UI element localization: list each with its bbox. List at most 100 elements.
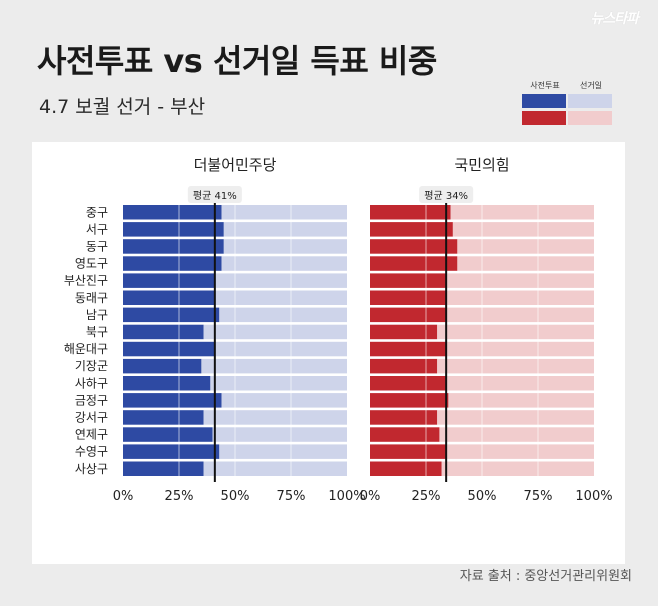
- dem-day-bar: [219, 307, 347, 323]
- dem-x-tick-label: 0%: [113, 489, 134, 504]
- ppp-early-bar: [370, 461, 442, 476]
- category-label: 남구: [86, 308, 108, 322]
- category-label: 서구: [86, 222, 108, 236]
- dem-early-bar: [123, 239, 224, 254]
- dem-day-bar: [201, 358, 347, 374]
- ppp-early-bar: [370, 324, 438, 340]
- dem-day-bar: [223, 239, 347, 254]
- chart-svg: 더불어민주당중구서구동구영도구부산진구동래구남구북구해운대구기장군사하구금정구강…: [64, 156, 613, 504]
- category-label: 동래구: [75, 291, 108, 305]
- category-label: 사상구: [75, 462, 108, 476]
- ppp-early-bar: [370, 307, 447, 323]
- ppp-early-bar: [370, 393, 449, 408]
- dem-chart-title: 더불어민주당: [194, 156, 277, 174]
- watermark-logo: 뉴스타파: [590, 11, 639, 27]
- category-label: 수영구: [75, 445, 108, 459]
- dem-day-bar: [221, 256, 347, 271]
- category-label: 해운대구: [64, 342, 108, 356]
- dem-day-bar: [221, 205, 347, 220]
- legend-early-label: 사전투표: [530, 81, 560, 90]
- ppp-day-bar: [437, 410, 594, 425]
- dem-early-bar: [123, 307, 220, 323]
- ppp-day-bar: [452, 222, 594, 237]
- ppp-early-bar: [370, 273, 447, 288]
- dem-early-bar: [123, 461, 204, 476]
- dem-early-bar: [123, 290, 215, 305]
- dem-early-bar: [123, 341, 215, 357]
- ppp-average-label-bg: [419, 186, 474, 203]
- dem-average-label: 평균 41%: [193, 190, 237, 202]
- ppp-day-bar: [446, 376, 594, 391]
- ppp-day-bar: [446, 290, 594, 305]
- legend-election-label: 선거일: [579, 81, 603, 90]
- page-subtitle: 4.7 보궐 선거 - 부산: [39, 96, 206, 118]
- ppp-day-bar: [457, 239, 594, 254]
- dem-early-bar: [123, 222, 224, 237]
- category-label: 사하구: [75, 376, 108, 390]
- category-label: 강서구: [75, 410, 108, 424]
- category-label: 동구: [86, 239, 108, 253]
- category-label: 기장군: [75, 359, 108, 373]
- ppp-early-bar: [370, 376, 447, 391]
- ppp-day-bar: [439, 427, 594, 442]
- dem-early-bar: [123, 324, 204, 340]
- dem-average-label-bg: [187, 186, 242, 203]
- dem-x-tick-label: 100%: [328, 489, 365, 504]
- ppp-early-bar: [370, 358, 438, 374]
- ppp-x-tick-label: 100%: [575, 489, 612, 504]
- dem-day-bar: [219, 444, 347, 459]
- ppp-day-bar: [446, 444, 594, 459]
- ppp-x-tick-label: 50%: [468, 489, 497, 504]
- category-label: 중구: [86, 205, 108, 219]
- legend-swatch-ppp-early: [522, 111, 566, 125]
- ppp-early-bar: [370, 256, 458, 271]
- dem-day-bar: [210, 376, 347, 391]
- dem-early-bar: [123, 410, 204, 425]
- dem-early-bar: [123, 427, 213, 442]
- dem-early-bar: [123, 376, 211, 391]
- dem-day-bar: [212, 427, 347, 442]
- ppp-day-bar: [441, 461, 594, 476]
- ppp-early-bar: [370, 410, 438, 425]
- ppp-average-label: 평균 34%: [424, 190, 468, 202]
- dem-x-tick-label: 75%: [277, 489, 306, 504]
- dem-early-bar: [123, 256, 222, 271]
- source-note: 자료 출처 : 중앙선거관리위원회: [459, 569, 632, 584]
- ppp-day-bar: [446, 341, 594, 357]
- ppp-early-bar: [370, 205, 451, 220]
- category-label: 부산진구: [64, 274, 108, 288]
- dem-day-bar: [203, 410, 347, 425]
- ppp-x-tick-label: 0%: [360, 489, 381, 504]
- dem-x-tick-label: 50%: [221, 489, 250, 504]
- ppp-x-tick-label: 25%: [412, 489, 441, 504]
- dem-early-bar: [123, 358, 202, 374]
- ppp-day-bar: [446, 273, 594, 288]
- ppp-day-bar: [446, 307, 594, 323]
- ppp-day-bar: [437, 358, 594, 374]
- ppp-early-bar: [370, 444, 447, 459]
- category-label: 연제구: [75, 428, 108, 442]
- legend-swatch-ppp-day: [568, 111, 612, 125]
- dem-day-bar: [214, 290, 347, 305]
- dem-day-bar: [203, 324, 347, 340]
- ppp-x-tick-label: 75%: [524, 489, 553, 504]
- dem-day-bar: [223, 222, 347, 237]
- ppp-early-bar: [370, 427, 440, 442]
- ppp-day-bar: [448, 393, 594, 408]
- dem-early-bar: [123, 205, 222, 220]
- ppp-day-bar: [450, 205, 594, 220]
- dem-day-bar: [203, 461, 347, 476]
- ppp-early-bar: [370, 290, 447, 305]
- category-label: 금정구: [75, 393, 108, 407]
- dem-early-bar: [123, 444, 220, 459]
- dem-early-bar: [123, 393, 222, 408]
- category-label: 북구: [86, 325, 108, 339]
- ppp-day-bar: [437, 324, 594, 340]
- ppp-early-bar: [370, 239, 458, 254]
- dem-day-bar: [221, 393, 347, 408]
- ppp-day-bar: [457, 256, 594, 271]
- dem-early-bar: [123, 273, 215, 288]
- category-label: 영도구: [75, 257, 108, 271]
- ppp-early-bar: [370, 222, 453, 237]
- ppp-early-bar: [370, 341, 447, 357]
